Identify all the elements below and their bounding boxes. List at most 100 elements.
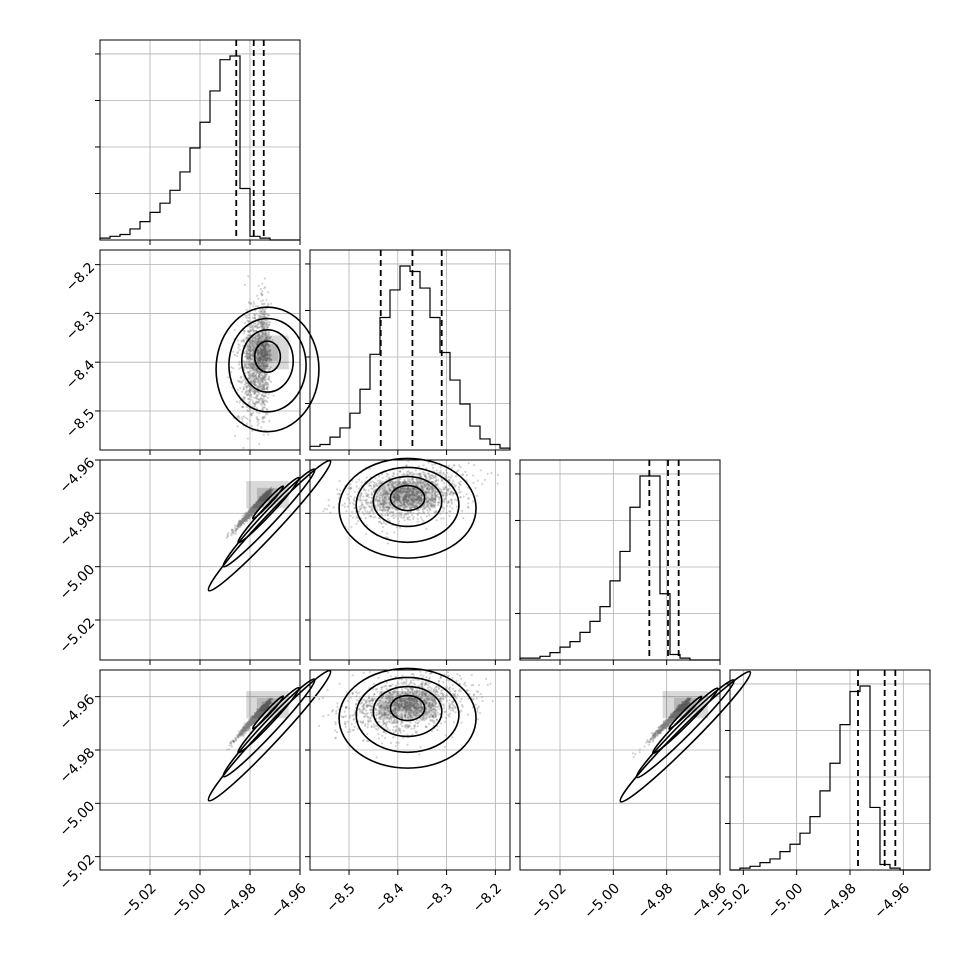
sample-point [257, 379, 260, 382]
sample-point [252, 371, 256, 374]
sample-point [255, 376, 258, 379]
sample-point [435, 494, 438, 498]
sample-point [386, 518, 389, 521]
sample-point [387, 477, 390, 480]
sample-point [251, 373, 255, 376]
sample-point [257, 284, 260, 287]
sample-point [264, 373, 267, 376]
sample-point [422, 473, 425, 476]
sample-point [261, 315, 264, 318]
x-tick-label: −4.96 [871, 880, 913, 922]
sample-point [341, 504, 344, 507]
sample-point [343, 502, 346, 505]
sample-point [261, 299, 265, 302]
sample-point [467, 462, 470, 465]
sample-point [259, 371, 262, 374]
sample-point [453, 464, 456, 467]
sample-point [268, 352, 271, 355]
sample-point [394, 515, 397, 518]
sample-point [254, 314, 257, 317]
sample-point [348, 498, 351, 501]
sample-point [353, 496, 356, 499]
sample-point [425, 467, 428, 470]
sample-point [372, 485, 375, 488]
sample-point [264, 344, 267, 347]
sample-point [263, 376, 266, 380]
sample-point [245, 385, 248, 388]
sample-point [258, 321, 261, 324]
sample-point [242, 522, 245, 525]
sample-point [252, 374, 255, 377]
sample-point [448, 464, 451, 467]
sample-point [436, 504, 440, 507]
sample-point [264, 357, 267, 360]
sample-point [267, 337, 270, 340]
sample-point [257, 338, 260, 341]
sample-point [372, 510, 375, 513]
sample-point [242, 379, 245, 382]
sample-point [260, 404, 263, 407]
sample-point [377, 475, 381, 478]
panel-frame [519, 459, 721, 661]
sample-point [445, 469, 448, 472]
sample-point [260, 352, 263, 355]
sample-point [263, 322, 266, 325]
sample-point [256, 401, 260, 404]
sample-point [265, 312, 268, 315]
sample-point [392, 516, 395, 520]
sample-point [360, 492, 363, 495]
sample-point [326, 508, 329, 511]
sample-point [422, 471, 425, 474]
sample-point [395, 526, 398, 529]
sample-point [252, 411, 255, 415]
sample-point [422, 464, 425, 467]
sample-point [371, 507, 374, 510]
sample-point [263, 396, 266, 399]
sample-point [496, 482, 499, 485]
sample-point [256, 390, 259, 393]
sample-point [250, 354, 253, 357]
sample-point [255, 325, 258, 328]
sample-point [259, 351, 262, 355]
sample-point [332, 506, 335, 509]
sample-point [253, 380, 256, 383]
sample-point [244, 382, 247, 385]
sample-point [431, 474, 434, 477]
sample-point [370, 493, 373, 496]
sample-point [246, 422, 249, 425]
sample-point [386, 509, 389, 513]
sample-point [254, 329, 257, 332]
sample-point [385, 523, 388, 526]
sample-point [233, 353, 236, 357]
sample-point [241, 416, 244, 419]
sample-point [265, 374, 268, 377]
sample-point [472, 474, 475, 477]
sample-point [246, 389, 249, 392]
sample-point [410, 513, 413, 517]
sample-point [256, 361, 259, 364]
sample-point [251, 367, 254, 370]
sample-point [252, 305, 255, 308]
sample-point [227, 531, 230, 535]
sample-point [253, 378, 256, 381]
sample-point [242, 517, 245, 520]
density-shading [256, 343, 279, 361]
sample-point [255, 411, 259, 414]
sample-point [445, 471, 449, 474]
sample-point [267, 302, 270, 305]
sample-point [247, 398, 251, 401]
sample-point [247, 357, 250, 361]
sample-point [259, 347, 263, 350]
sample-point [251, 324, 254, 327]
sample-point [263, 302, 266, 305]
sample-point [250, 365, 253, 368]
sample-point [377, 516, 380, 520]
sample-point [258, 352, 261, 355]
sample-point [265, 364, 268, 368]
sample-point [476, 479, 479, 482]
sample-point [256, 370, 259, 373]
sample-point [261, 355, 264, 358]
sample-point [268, 321, 272, 324]
sample-point [262, 433, 265, 436]
sample-point [399, 470, 402, 473]
